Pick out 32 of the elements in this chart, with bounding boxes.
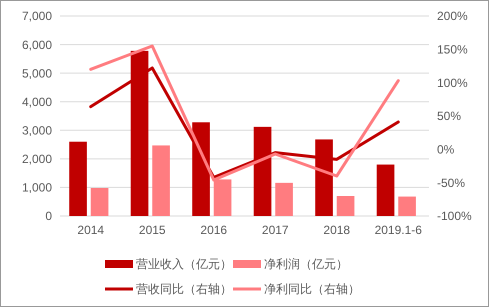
x-tick-label: 2016 [200, 223, 228, 237]
bar [275, 182, 293, 216]
x-tick-label: 2017 [262, 223, 289, 237]
y2-tick-label: 50% [437, 109, 462, 124]
legend-label: 营业收入（亿元） [136, 257, 232, 272]
y-tick-label: 4,000 [22, 94, 52, 109]
x-tick-label: 2019.1-6 [374, 223, 422, 237]
y2-tick-label: 150% [437, 42, 468, 57]
x-tick-label: 2018 [323, 223, 350, 237]
y2-tick-label: -100% [437, 209, 472, 224]
y2-tick-label: 100% [437, 76, 468, 90]
bar [398, 196, 416, 216]
y-tick-label: 2,000 [22, 152, 52, 166]
bar [69, 142, 87, 216]
y-tick-label: 3,000 [22, 123, 52, 138]
legend-label: 净利同比（右轴） [264, 282, 360, 296]
y-tick-label: 0 [45, 209, 52, 224]
bar [90, 188, 108, 216]
y2-tick-label: 200% [437, 9, 468, 24]
y-tick-label: 5,000 [22, 66, 52, 80]
legend-label: 净利润（亿元） [264, 257, 348, 272]
x-tick-label: 2014 [77, 223, 104, 237]
x-tick-label: 2015 [138, 223, 166, 237]
y-tick-label: 6,000 [22, 38, 52, 52]
y2-tick-label: -50% [437, 176, 466, 190]
legend-label: 营收同比（右轴） [136, 282, 232, 296]
bar [152, 145, 170, 216]
bar [376, 164, 394, 216]
y-tick-label: 1,000 [22, 180, 52, 195]
bar [336, 196, 354, 216]
y-tick-label: 7,000 [22, 9, 52, 24]
y2-tick-label: 0% [437, 142, 455, 157]
